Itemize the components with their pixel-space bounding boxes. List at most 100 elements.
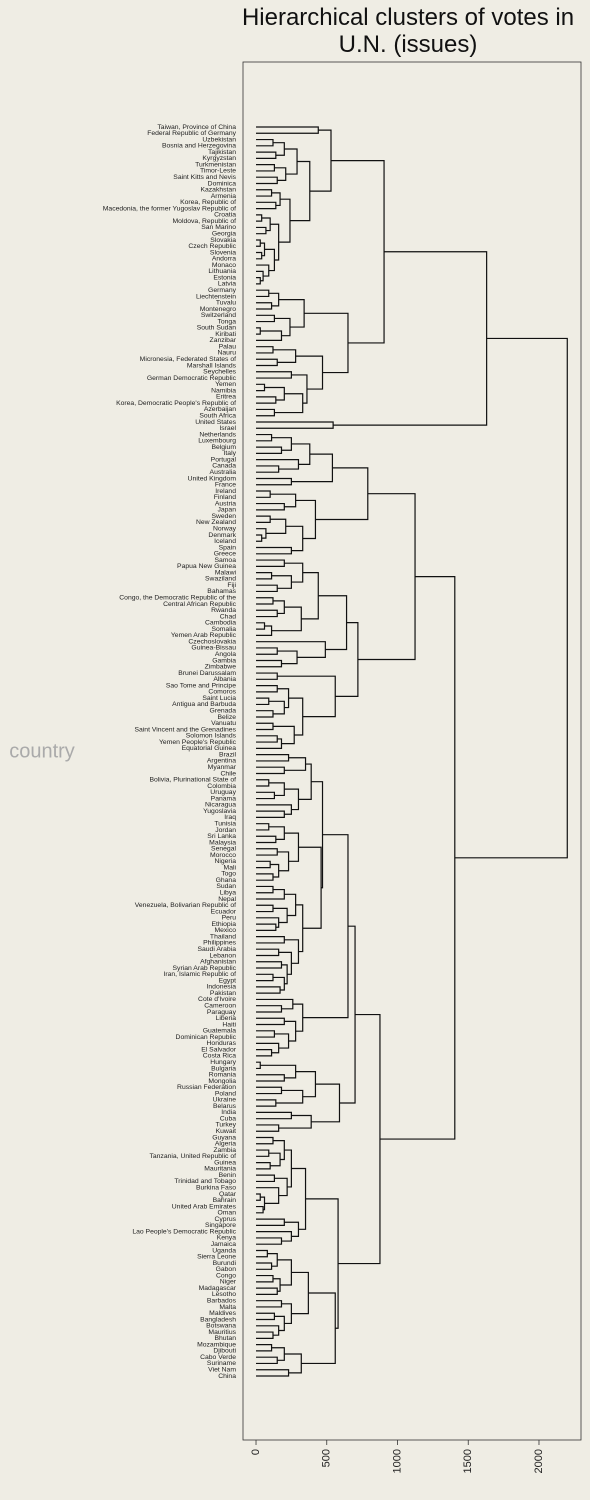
dendrogram-link	[274, 317, 291, 337]
dendrogram-link	[291, 1167, 307, 1230]
leaf-label: Malaysia	[209, 839, 236, 846]
leaf-label: United Kingdom	[188, 475, 237, 482]
leaf-label: Haiti	[222, 1021, 236, 1028]
leaf-label: Cote d'Ivoire	[198, 996, 236, 1003]
dendrogram-link	[256, 383, 266, 392]
dendrogram-link	[305, 1198, 339, 1329]
leaf-label: Yemen Arab Republic	[171, 632, 237, 639]
leaf-label: Djibouti	[213, 1348, 236, 1355]
leaf-label: Angola	[215, 651, 236, 658]
dendrogram-link	[289, 160, 311, 222]
dendrogram-link	[260, 1196, 266, 1211]
leaf-label: Suriname	[207, 1360, 236, 1367]
leaf-label: Montenegro	[200, 306, 236, 313]
dendrogram-link	[278, 299, 305, 328]
leaf-label: Dominican Republic	[176, 1034, 237, 1041]
leaf-label: Georgia	[212, 230, 236, 237]
dendrogram-link	[256, 936, 285, 944]
dendrogram-link	[256, 848, 278, 856]
leaf-label: France	[215, 482, 236, 489]
leaf-label: Zanzibar	[210, 337, 237, 344]
dendrogram-link	[265, 518, 287, 534]
leaf-label: Bangladesh	[200, 1316, 236, 1323]
leaf-label: Bulgaria	[211, 1065, 236, 1072]
dendrogram-link	[277, 688, 290, 709]
dendrogram-link	[271, 575, 292, 589]
leaf-label: Viet Nam	[208, 1367, 236, 1374]
leaf-label: Seychelles	[203, 369, 236, 376]
leaf-label: New Zealand	[196, 519, 236, 526]
x-tick-label: 500	[321, 1449, 333, 1467]
leaf-label: Costa Rica	[203, 1053, 236, 1060]
leaf-label: Finland	[214, 494, 237, 501]
leaf-label: Iran, Islamic Republic of	[163, 971, 236, 978]
dendrogram-link	[295, 499, 317, 540]
dendrogram-link	[256, 791, 276, 800]
dendrogram-link	[256, 1249, 268, 1258]
leaf-label: Argentina	[207, 758, 236, 765]
dendrogram-link	[274, 393, 304, 414]
dendrogram-link	[272, 142, 285, 156]
leaf-label: Palau	[219, 343, 237, 350]
leaf-label: Czech Republic	[188, 243, 236, 250]
dendrogram-link	[256, 1149, 270, 1157]
dendrogram-link	[256, 408, 276, 417]
leaf-label: Lebanon	[210, 952, 237, 959]
dendrogram-link	[256, 1218, 285, 1226]
dendrogram-link	[256, 1136, 274, 1145]
dendrogram-link	[301, 572, 319, 620]
leaf-label: Tanzania, United Republic of	[149, 1153, 236, 1160]
leaf-label: Spain	[219, 544, 237, 551]
dendrogram-link	[256, 609, 278, 618]
dendrogram-link	[274, 1177, 288, 1197]
dendrogram-link	[284, 1149, 292, 1188]
leaf-label: Sweden	[211, 513, 236, 520]
leaf-label: Italy	[224, 450, 237, 457]
dendrogram-link	[295, 1071, 317, 1098]
leaf-label: Bolivia, Plurinational State of	[149, 777, 236, 784]
leaf-label: Israel	[219, 425, 236, 432]
dendrogram-link	[264, 248, 276, 272]
dendrogram-link	[256, 735, 278, 743]
dendrogram-link	[256, 421, 334, 429]
dendrogram-link	[272, 600, 285, 615]
leaf-label: South Sudan	[197, 325, 237, 332]
leaf-label: Oman	[217, 1210, 236, 1217]
dendrogram-link	[256, 559, 285, 567]
dendrogram-link	[454, 337, 568, 859]
dendrogram-link	[256, 1005, 283, 1013]
dendrogram-link	[298, 763, 312, 800]
leaf-label: Guinea-Bissau	[191, 645, 236, 652]
dendrogram-link	[256, 446, 283, 454]
leaf-label: Tonga	[217, 318, 236, 325]
leaf-label: Bosnia and Herzegovina	[162, 143, 236, 150]
dendrogram-link	[256, 346, 274, 354]
leaf-label: Vanuatu	[211, 720, 236, 727]
leaf-label: Kazakhstan	[200, 187, 236, 194]
leaf-label: Equatorial Guinea	[182, 745, 237, 752]
dendrogram-link	[274, 167, 287, 181]
chart-title: Hierarchical clusters of votes in U.N. (…	[241, 4, 575, 58]
leaf-label: Nepal	[218, 896, 236, 903]
dendrogram-link	[256, 1187, 280, 1204]
dendrogram-link	[302, 834, 349, 1019]
dendrogram-link	[277, 650, 298, 665]
leaf-label: Yugoslavia	[203, 808, 236, 815]
dendrogram-link	[256, 1042, 280, 1054]
dendrogram-link	[256, 647, 278, 655]
leaf-label: Nicaragua	[205, 802, 236, 809]
leaf-label: Paraguay	[207, 1009, 237, 1016]
dendrogram-link	[256, 1205, 264, 1214]
leaf-label: Saint Vincent and the Grenadines	[134, 726, 236, 733]
leaf-label: Bahrain	[213, 1197, 237, 1204]
leaf-label: Central African Republic	[163, 601, 237, 608]
leaf-label: Samoa	[214, 557, 236, 564]
leaf-label: Zimbabwe	[205, 664, 237, 671]
dendrogram-link	[278, 951, 292, 975]
dendrogram-link	[256, 923, 277, 931]
dendrogram-link	[277, 851, 290, 872]
leaf-label: Malawi	[215, 569, 237, 576]
dendrogram-link	[256, 465, 280, 473]
dendrogram-link	[338, 1013, 381, 1265]
leaf-label: Saint Lucia	[202, 695, 236, 702]
